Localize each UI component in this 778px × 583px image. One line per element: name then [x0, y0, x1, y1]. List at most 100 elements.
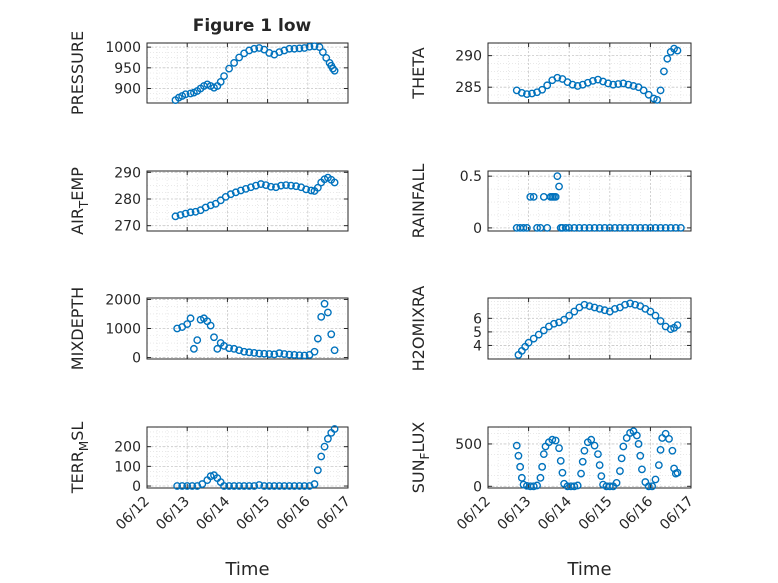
data-point	[523, 90, 531, 99]
data-point	[621, 223, 629, 232]
y-axis-label: MIXDEPTH	[68, 287, 87, 370]
data-point	[605, 482, 614, 491]
data-point	[651, 223, 660, 232]
data-point	[551, 436, 560, 445]
y-tick-label: 280	[114, 192, 141, 208]
data-point	[536, 473, 545, 482]
y-tick-label: 900	[114, 82, 141, 98]
data-point	[250, 348, 259, 357]
axes-frame	[146, 42, 349, 104]
data-point	[171, 212, 180, 221]
data-point	[230, 58, 239, 67]
data-point	[302, 185, 311, 194]
data-point	[624, 80, 633, 89]
data-point	[587, 435, 596, 444]
y-tick-label: 4	[473, 338, 482, 354]
data-point	[206, 321, 215, 330]
y-tick-label: 0	[473, 479, 482, 495]
data-point	[570, 223, 579, 232]
data-point	[512, 441, 521, 450]
data-point	[235, 346, 244, 355]
data-point	[313, 334, 322, 343]
data-point	[323, 308, 332, 317]
data-point	[577, 469, 585, 478]
data-point	[631, 223, 640, 232]
data-point	[290, 482, 299, 490]
x-axis-label: Time	[566, 559, 611, 580]
data-point	[558, 468, 567, 477]
data-point	[330, 425, 339, 433]
data-point	[241, 184, 250, 193]
data-point	[189, 344, 198, 353]
data-point	[600, 306, 609, 315]
data-point	[523, 223, 531, 232]
data-point	[305, 42, 314, 51]
data-point	[255, 481, 264, 489]
data-point	[573, 481, 582, 490]
y-axis-label: THETA	[409, 47, 428, 99]
data-point	[639, 86, 648, 95]
subplot-theta: 285 290 THETA	[409, 42, 692, 104]
data-point	[590, 441, 599, 450]
data-point	[605, 223, 614, 232]
y-tick-label: 1000	[105, 322, 141, 338]
data-point	[573, 82, 582, 90]
y-tick-label: 500	[455, 437, 482, 453]
y-tick-label: 950	[114, 61, 141, 77]
data-point	[181, 209, 190, 218]
data-point	[225, 64, 233, 73]
data-point	[280, 482, 289, 490]
data-point	[317, 452, 326, 461]
data-point	[323, 434, 332, 443]
data-point	[517, 473, 526, 482]
data-point	[621, 300, 629, 309]
data-point	[570, 482, 579, 491]
data-point	[186, 314, 195, 323]
data-point	[673, 321, 682, 330]
data-point	[317, 312, 326, 321]
data-point	[550, 319, 558, 328]
y-tick-label: 5	[473, 325, 482, 341]
data-point	[561, 223, 570, 232]
data-point	[565, 223, 574, 232]
data-point	[225, 344, 233, 353]
data-point	[538, 462, 547, 471]
data-point	[632, 431, 641, 440]
data-point	[262, 181, 270, 190]
data-point	[595, 304, 604, 313]
data-point	[539, 326, 548, 335]
data-point	[183, 320, 192, 329]
data-point	[260, 349, 269, 358]
data-point	[553, 73, 562, 82]
data-point	[250, 482, 259, 490]
data-point	[551, 192, 560, 201]
data-point	[646, 307, 655, 316]
data-point	[186, 208, 195, 217]
data-point	[656, 445, 665, 454]
subplot-rainfall: 0 0.5 RAINFALL	[409, 164, 692, 238]
data-point	[580, 223, 589, 232]
data-point	[216, 196, 225, 205]
data-point	[636, 451, 645, 460]
y-tick-label: 270	[114, 219, 141, 235]
data-point	[609, 80, 618, 89]
data-point	[256, 180, 265, 188]
data-point	[310, 480, 319, 488]
data-point	[275, 482, 284, 490]
data-point	[310, 347, 319, 356]
data-point	[555, 182, 563, 191]
data-point	[313, 466, 322, 475]
data-point	[514, 451, 523, 460]
y-axis-label: PRESSURE	[68, 31, 87, 115]
data-point	[265, 482, 274, 490]
axes-frame	[146, 170, 349, 232]
data-point	[590, 303, 599, 312]
data-point	[644, 482, 653, 491]
data-point	[548, 435, 557, 444]
data-point	[277, 181, 285, 190]
data-point	[181, 90, 190, 99]
data-point	[206, 201, 215, 210]
axes-frame	[487, 426, 692, 489]
data-point	[533, 481, 541, 490]
data-point	[533, 223, 541, 232]
